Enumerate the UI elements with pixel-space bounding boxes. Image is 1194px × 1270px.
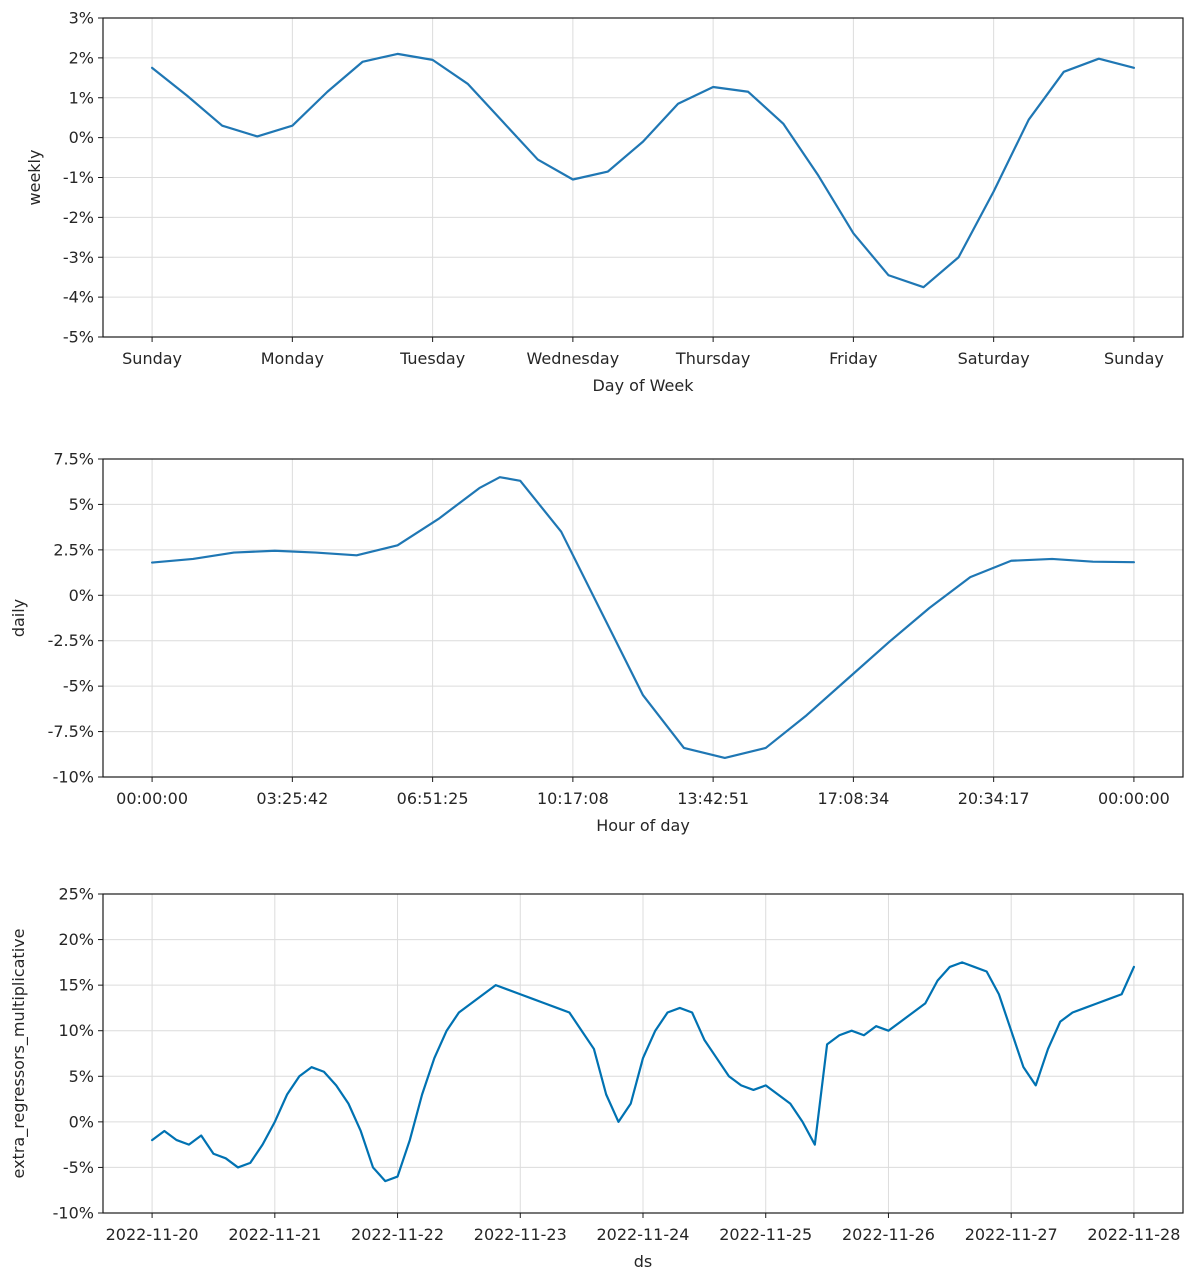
x-tick-label: Sunday — [1104, 349, 1164, 368]
y-tick-label: -2% — [63, 208, 94, 227]
y-tick-label: 25% — [58, 885, 94, 904]
x-tick-label: Friday — [829, 349, 878, 368]
y-axis-label: extra_regressors_multiplicative — [9, 929, 29, 1179]
y-tick-label: 15% — [58, 976, 94, 995]
y-tick-label: -7.5% — [48, 722, 94, 741]
y-tick-label: 0% — [69, 128, 94, 147]
weekly-panel: 3% 2% 1% 0% -1% -2% -3% -4% -5% Sunday Monday Tuesd… — [25, 9, 1184, 395]
y-tick-label: -10% — [53, 768, 94, 787]
y-tick-label: 20% — [58, 930, 94, 949]
y-tick-label: 5% — [69, 495, 94, 514]
y-tick-label: 2% — [69, 48, 94, 67]
y-tick-label: -2.5% — [48, 631, 94, 650]
y-tick-label: -4% — [63, 288, 94, 307]
series-line — [150, 52, 1136, 289]
y-tick-label: -5% — [63, 677, 94, 696]
y-axis-label: daily — [9, 599, 28, 637]
y-tick-label: 5% — [69, 1067, 94, 1086]
x-tick-label: 17:08:34 — [817, 789, 889, 808]
y-tick-label: 0% — [69, 586, 94, 605]
x-tick-label: 2022-11-25 — [719, 1225, 812, 1244]
y-tick-label: 7.5% — [53, 450, 94, 469]
x-tick-label: 06:51:25 — [397, 789, 469, 808]
y-tick-label: 1% — [69, 88, 94, 107]
x-tick-label: 2022-11-23 — [474, 1225, 567, 1244]
x-tick-label: Saturday — [958, 349, 1030, 368]
y-axis-label: weekly — [25, 150, 44, 206]
y-tick-label: 10% — [58, 1021, 94, 1040]
series-line — [150, 476, 1136, 760]
x-tick-label: 2022-11-22 — [351, 1225, 444, 1244]
x-tick-label: 00:00:00 — [1098, 789, 1170, 808]
x-tick-label: Wednesday — [527, 349, 620, 368]
x-tick-label: 2022-11-27 — [965, 1225, 1058, 1244]
plot-frame — [102, 458, 1184, 778]
x-tick-label: Monday — [261, 349, 324, 368]
y-tick-label: -5% — [63, 328, 94, 347]
x-axis-label: Hour of day — [596, 816, 690, 835]
x-tick-label: 10:17:08 — [537, 789, 609, 808]
x-tick-label: Sunday — [122, 349, 182, 368]
x-tick-label: Thursday — [675, 349, 750, 368]
x-axis-label: ds — [634, 1252, 653, 1270]
y-tick-label: -1% — [63, 168, 94, 187]
y-tick-label: 2.5% — [53, 540, 94, 559]
x-tick-label: 13:42:51 — [677, 789, 749, 808]
x-tick-label: 03:25:42 — [256, 789, 328, 808]
y-tick-label: -5% — [63, 1158, 94, 1177]
y-tick-label: -10% — [53, 1204, 94, 1223]
y-tick-label: 0% — [69, 1112, 94, 1131]
y-tick-label: 3% — [69, 9, 94, 28]
x-axis-label: Day of Week — [592, 376, 694, 395]
y-tick-label: -3% — [63, 248, 94, 267]
x-tick-label: 2022-11-24 — [597, 1225, 690, 1244]
x-tick-label: 00:00:00 — [116, 789, 188, 808]
extra-regressors-panel: 25% 20% 15% 10% 5% 0% -5% -10% 2022-11-20 2022-11… — [9, 885, 1184, 1270]
x-tick-label: 2022-11-26 — [842, 1225, 935, 1244]
daily-panel: 7.5% 5% 2.5% 0% -2.5% -5% -7.5% -10% 00:00:00 03:… — [9, 450, 1184, 835]
x-tick-label: 2022-11-28 — [1087, 1225, 1180, 1244]
x-tick-label: Tuesday — [399, 349, 465, 368]
x-tick-label: 2022-11-20 — [106, 1225, 199, 1244]
x-tick-label: 2022-11-21 — [228, 1225, 321, 1244]
x-tick-label: 20:34:17 — [958, 789, 1030, 808]
series-line — [150, 961, 1136, 1183]
